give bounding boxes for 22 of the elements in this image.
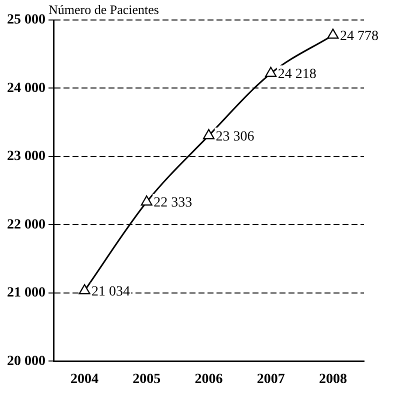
data-label: 22 333 [154, 196, 192, 211]
data-label: 23 306 [216, 129, 254, 144]
point [140, 195, 152, 206]
point [327, 28, 339, 39]
data-label: 21 034 [92, 284, 130, 300]
y-tick-label: 20 000 [7, 354, 46, 369]
point [202, 129, 215, 140]
y-tick-label: 24 000 [7, 80, 46, 96]
x-tick-label: 2007 [256, 372, 285, 388]
y-tick-label: 25 000 [7, 12, 46, 28]
y-tick-label: 21 000 [7, 286, 46, 301]
data-label: 24 778 [340, 28, 378, 44]
x-tick-label: 2004 [70, 372, 99, 388]
y-tick-label: 23 000 [7, 149, 46, 164]
point [265, 66, 277, 77]
x-tick-label: 2006 [194, 372, 223, 388]
point [78, 284, 90, 294]
x-tick-label: 2005 [132, 372, 161, 388]
y-axis-title: Número de Pacientes [48, 2, 159, 17]
data-label: 24 218 [278, 67, 316, 82]
x-tick-label: 2008 [318, 372, 347, 388]
y-tick-label: 22 000 [7, 217, 46, 232]
